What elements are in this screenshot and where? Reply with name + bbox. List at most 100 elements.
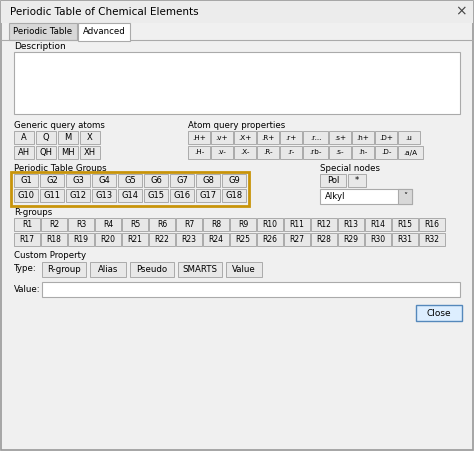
Bar <box>419 233 445 246</box>
Bar <box>118 189 142 202</box>
Bar <box>36 131 56 144</box>
Bar <box>352 146 374 159</box>
Text: G8: G8 <box>202 176 214 185</box>
Bar <box>149 218 175 231</box>
Text: R13: R13 <box>344 220 358 229</box>
Bar <box>66 189 90 202</box>
Text: .R-: .R- <box>263 149 273 156</box>
Text: .rb-: .rb- <box>309 149 322 156</box>
Text: R11: R11 <box>290 220 304 229</box>
Bar <box>95 233 121 246</box>
Text: R23: R23 <box>182 235 197 244</box>
Text: Alias: Alias <box>98 265 118 274</box>
Text: .v-: .v- <box>218 149 227 156</box>
Bar <box>303 146 328 159</box>
Text: MH: MH <box>61 148 75 157</box>
Text: XH: XH <box>84 148 96 157</box>
Bar <box>58 146 78 159</box>
Text: Advanced: Advanced <box>82 27 126 36</box>
Text: ×: × <box>455 4 467 18</box>
Text: R5: R5 <box>130 220 140 229</box>
Text: X: X <box>87 133 93 142</box>
Text: Special nodes: Special nodes <box>320 164 380 173</box>
Text: R24: R24 <box>209 235 224 244</box>
Text: G4: G4 <box>98 176 110 185</box>
Text: R14: R14 <box>371 220 385 229</box>
Text: G12: G12 <box>70 191 86 200</box>
Text: .D-: .D- <box>381 149 391 156</box>
Bar <box>68 233 94 246</box>
Bar <box>222 174 246 187</box>
Text: Q: Q <box>43 133 49 142</box>
Bar <box>78 23 130 41</box>
Bar <box>14 218 40 231</box>
Text: G11: G11 <box>44 191 61 200</box>
Text: .h+: .h+ <box>356 134 369 141</box>
Text: .r-: .r- <box>287 149 295 156</box>
Text: .u: .u <box>406 134 412 141</box>
Bar <box>234 146 256 159</box>
Bar <box>14 174 38 187</box>
Text: R2: R2 <box>49 220 59 229</box>
Text: R15: R15 <box>398 220 412 229</box>
Text: Value: Value <box>232 265 256 274</box>
Bar <box>178 262 222 277</box>
Bar <box>375 146 397 159</box>
Text: .s+: .s+ <box>334 134 346 141</box>
Bar <box>14 131 34 144</box>
Text: Custom Property: Custom Property <box>14 251 86 260</box>
Bar <box>11 172 249 206</box>
Text: R8: R8 <box>211 220 221 229</box>
Text: G17: G17 <box>200 191 217 200</box>
Text: Close: Close <box>427 308 451 318</box>
Text: G7: G7 <box>176 176 188 185</box>
Bar <box>257 218 283 231</box>
Bar <box>188 146 210 159</box>
Text: .a/A: .a/A <box>403 149 418 156</box>
Bar <box>196 189 220 202</box>
Bar <box>284 218 310 231</box>
Bar <box>14 233 40 246</box>
Bar <box>14 189 38 202</box>
Bar <box>40 189 64 202</box>
Bar <box>203 218 229 231</box>
Bar <box>80 146 100 159</box>
Bar <box>122 218 148 231</box>
Bar <box>41 218 67 231</box>
Text: G18: G18 <box>226 191 243 200</box>
Text: .v+: .v+ <box>216 134 228 141</box>
Text: Description: Description <box>14 42 66 51</box>
Text: Periodic Table Groups: Periodic Table Groups <box>14 164 107 173</box>
Bar <box>122 233 148 246</box>
Text: QH: QH <box>39 148 53 157</box>
Text: AH: AH <box>18 148 30 157</box>
Text: G1: G1 <box>20 176 32 185</box>
Bar <box>284 233 310 246</box>
Text: R28: R28 <box>317 235 331 244</box>
Text: .X+: .X+ <box>238 134 252 141</box>
Bar <box>9 23 77 40</box>
Bar <box>234 131 256 144</box>
Bar <box>176 233 202 246</box>
Text: ˅: ˅ <box>403 192 407 201</box>
Bar <box>118 174 142 187</box>
Bar <box>42 262 86 277</box>
Text: Atom query properties: Atom query properties <box>188 121 285 130</box>
Bar <box>80 131 100 144</box>
Bar <box>348 174 366 187</box>
Text: R19: R19 <box>73 235 89 244</box>
Bar <box>58 131 78 144</box>
Text: R32: R32 <box>425 235 439 244</box>
Text: .r...: .r... <box>310 134 321 141</box>
Text: *: * <box>355 176 359 185</box>
Text: M: M <box>64 133 72 142</box>
Bar <box>170 174 194 187</box>
Bar <box>398 131 420 144</box>
Bar <box>303 131 328 144</box>
Bar <box>392 218 418 231</box>
Text: R-groups: R-groups <box>14 208 52 217</box>
Text: R26: R26 <box>263 235 277 244</box>
Text: R10: R10 <box>263 220 277 229</box>
Text: Periodic Table of Chemical Elements: Periodic Table of Chemical Elements <box>10 7 199 17</box>
Bar <box>176 218 202 231</box>
